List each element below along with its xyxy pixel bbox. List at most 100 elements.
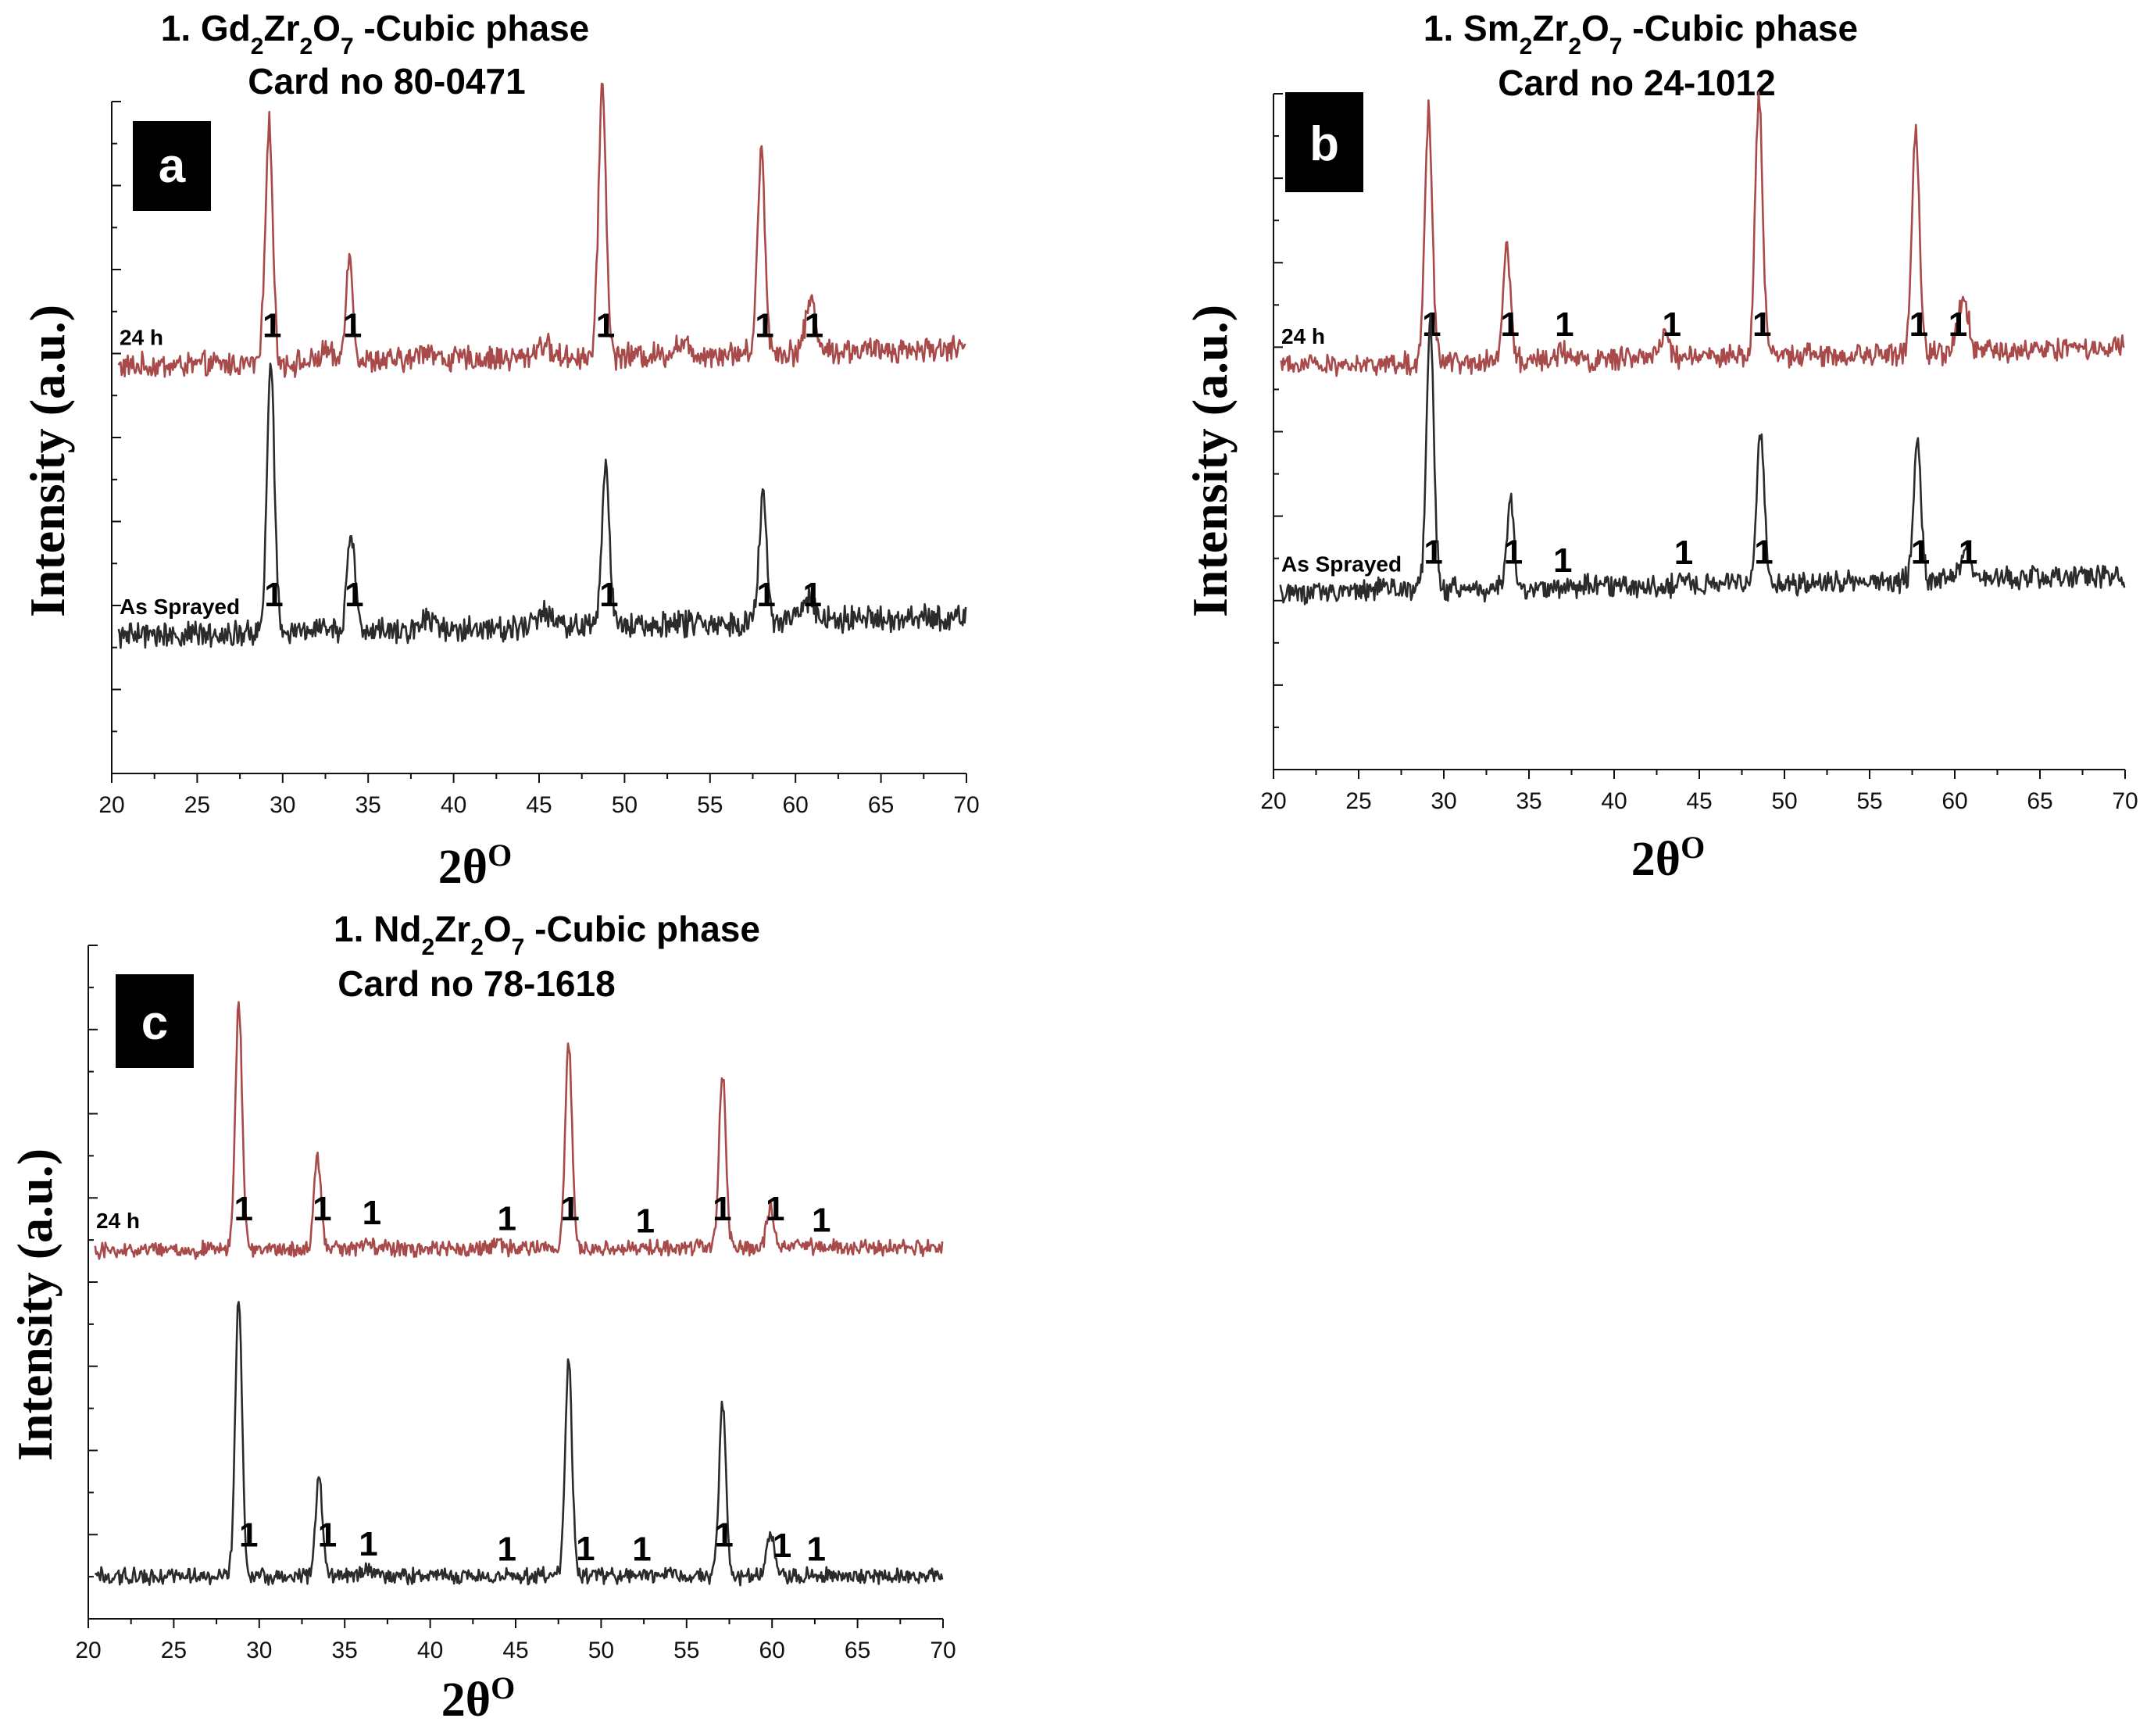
x-tick-label: 70 [953, 792, 979, 818]
x-tick-label: 40 [417, 1638, 443, 1663]
x-tick-label: 50 [1771, 788, 1797, 814]
peak-label: 1 [1949, 305, 1967, 344]
panel-b-letter-box [1285, 92, 1363, 192]
x-tick-label: 35 [1516, 788, 1541, 814]
peak-label: 1 [1423, 534, 1442, 572]
peak-label: 1 [1674, 534, 1693, 572]
peak-label: 1 [264, 576, 283, 614]
panel-b-letter: b [1309, 117, 1339, 171]
x-tick-label: 35 [332, 1638, 358, 1663]
peak-label: 1 [1663, 305, 1681, 344]
panel-a-letter: a [159, 139, 186, 193]
panel-a-title-line1: 1. Gd2Zr2O7 -Cubic phase [161, 8, 589, 59]
x-tick-label: 30 [1431, 788, 1456, 814]
series-line-as-sprayed [1279, 313, 2126, 605]
series-line-aged [94, 1001, 944, 1260]
x-tick-label: 60 [1941, 788, 1967, 814]
x-tick-label: 65 [868, 792, 894, 818]
x-tick-label: 20 [98, 792, 124, 818]
peak-label: 1 [636, 1202, 655, 1240]
peak-label: 1 [596, 307, 615, 345]
peak-label: 1 [1553, 541, 1572, 580]
peak-label: 1 [806, 1530, 825, 1568]
panel-b-ylabel: Intensity (a.u.) [1182, 305, 1238, 617]
x-tick-label: 20 [1260, 788, 1286, 814]
x-tick-label: 20 [75, 1638, 101, 1663]
panel-c-letter: c [141, 996, 168, 1050]
panel-a-letter-box [133, 121, 211, 211]
panel-b: 1. Sm2Zr2O7 -Cubic phase Card no 24-1012… [1182, 8, 2138, 886]
peak-label: 1 [632, 1530, 651, 1568]
panel-b-title-line1: 1. Sm2Zr2O7 -Cubic phase [1423, 8, 1858, 59]
series-label: As Sprayed [1281, 552, 1402, 577]
x-tick-label: 45 [526, 792, 552, 818]
series-line-as-sprayed [94, 1301, 944, 1587]
peak-label: 1 [313, 1190, 331, 1228]
peak-label: 1 [239, 1516, 258, 1554]
panel-b-xlabel: 2θO [1631, 830, 1706, 887]
peak-label: 1 [755, 307, 773, 345]
peak-label: 1 [599, 576, 618, 614]
series-label: 24 h [120, 326, 163, 350]
peak-label: 1 [802, 576, 821, 614]
x-tick-label: 65 [845, 1638, 870, 1663]
panel-a-ylabel: Intensity (a.u.) [20, 305, 75, 617]
panel-a-title-line2: Card no 80-0471 [248, 61, 525, 102]
x-tick-label: 30 [246, 1638, 272, 1663]
panel-c-ylabel: Intensity (a.u.) [7, 1148, 63, 1461]
peak-label: 1 [359, 1525, 377, 1563]
peak-label: 1 [1911, 534, 1930, 572]
panel-c-title-line1: 1. Nd2Zr2O7 -Cubic phase [334, 909, 760, 960]
peak-label: 1 [363, 1194, 381, 1232]
x-tick-label: 50 [588, 1638, 614, 1663]
x-tick-label: 40 [1601, 788, 1627, 814]
panel-a: 1. Gd2Zr2O7 -Cubic phase Card no 80-0471… [20, 8, 980, 894]
x-tick-label: 25 [161, 1638, 187, 1663]
x-tick-label: 50 [612, 792, 638, 818]
x-tick-label: 65 [2027, 788, 2052, 814]
peak-label: 1 [345, 576, 363, 614]
peak-label: 1 [1555, 305, 1574, 344]
x-tick-label: 70 [2112, 788, 2138, 814]
x-tick-label: 25 [184, 792, 210, 818]
x-tick-label: 55 [673, 1638, 699, 1663]
peak-label: 1 [560, 1190, 579, 1228]
peak-label: 1 [1754, 534, 1773, 572]
x-tick-label: 70 [930, 1638, 956, 1663]
x-tick-label: 45 [1686, 788, 1712, 814]
series-line-aged [1280, 91, 2125, 377]
series-label: As Sprayed [120, 595, 240, 619]
panel-c-xlabel: 2θO [441, 1670, 516, 1727]
series-label: 24 h [96, 1209, 140, 1233]
x-tick-label: 30 [270, 792, 295, 818]
peak-label: 1 [263, 307, 281, 345]
peak-label: 1 [713, 1190, 731, 1228]
series-line-as-sprayed [117, 363, 967, 649]
panel-b-title-line2: Card no 24-1012 [1498, 63, 1775, 103]
peak-label: 1 [576, 1530, 595, 1568]
panel-c-title-line2: Card no 78-1618 [338, 963, 615, 1004]
peak-label: 1 [1959, 534, 1977, 572]
peak-label: 1 [343, 307, 362, 345]
peak-label: 1 [1752, 305, 1771, 344]
peak-label: 1 [1909, 305, 1928, 344]
panel-a-xlabel: 2θO [438, 838, 513, 895]
peak-label: 1 [812, 1202, 831, 1240]
x-tick-label: 60 [759, 1638, 785, 1663]
peak-label: 1 [773, 1527, 791, 1565]
series-label: 24 h [1281, 324, 1325, 348]
peak-label: 1 [318, 1516, 337, 1554]
x-tick-label: 25 [1345, 788, 1371, 814]
x-tick-label: 35 [355, 792, 381, 818]
series-line-aged [117, 82, 966, 378]
peak-label: 1 [766, 1190, 784, 1228]
x-tick-label: 55 [697, 792, 723, 818]
x-tick-label: 45 [502, 1638, 528, 1663]
peak-label: 1 [756, 576, 775, 614]
peak-label: 1 [497, 1199, 516, 1238]
peak-label: 1 [714, 1516, 733, 1554]
peak-label: 1 [234, 1190, 252, 1228]
x-tick-label: 55 [1856, 788, 1882, 814]
peak-label: 1 [497, 1530, 516, 1568]
